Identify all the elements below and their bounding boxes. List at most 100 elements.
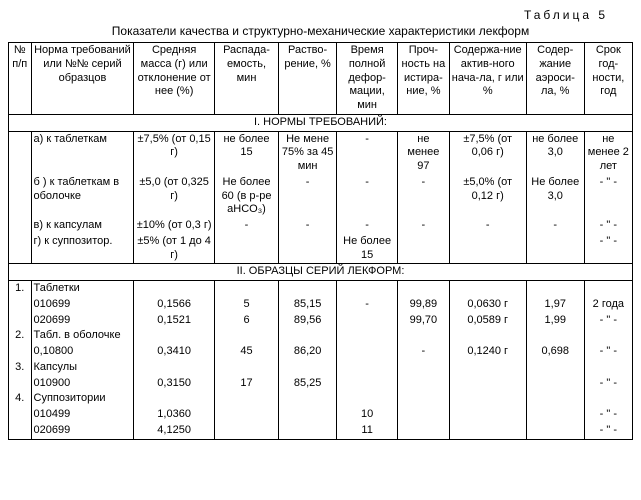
- sample-cell: [584, 328, 632, 344]
- norm-cell: ±7,5% (от 0,15 г): [134, 131, 214, 175]
- sample-cell: [279, 407, 337, 423]
- norm-cell: ±7,5% (от 0,06 г): [449, 131, 526, 175]
- sample-cell: [398, 281, 449, 297]
- sample-label: 0,10800: [31, 344, 134, 360]
- norm-cell: Не более 3,0: [526, 175, 584, 218]
- col-header: Содер-жание аэроси-ла, %: [526, 43, 584, 115]
- norm-cell: - " -: [584, 218, 632, 234]
- sample-cell: 10: [337, 407, 398, 423]
- sample-cell: 85,25: [279, 376, 337, 392]
- col-header: Норма требований или №№ серий образцов: [31, 43, 134, 115]
- quality-table: № п/пНорма требований или №№ серий образ…: [8, 42, 633, 440]
- row-number: [9, 297, 32, 313]
- sample-cell: [584, 281, 632, 297]
- norm-cell: [526, 234, 584, 264]
- norm-cell: ±5% (от 1 до 4 г): [134, 234, 214, 264]
- norm-cell: [449, 234, 526, 264]
- col-header: Содержа-ние актив-ного нача-ла, г или %: [449, 43, 526, 115]
- sample-cell: 4,1250: [134, 423, 214, 439]
- sample-cell: [398, 360, 449, 376]
- sample-cell: [214, 328, 278, 344]
- sample-cell: [526, 407, 584, 423]
- sample-cell: [398, 328, 449, 344]
- sample-cell: -: [398, 344, 449, 360]
- sample-cell: 0,0589 г: [449, 313, 526, 329]
- sample-cell: [398, 423, 449, 439]
- row-number: [9, 313, 32, 329]
- sample-cell: 86,20: [279, 344, 337, 360]
- sample-cell: -: [337, 297, 398, 313]
- sample-cell: [279, 281, 337, 297]
- sample-cell: [449, 360, 526, 376]
- sample-label: 010699: [31, 297, 134, 313]
- norm-cell: [9, 234, 32, 264]
- norm-cell: [279, 234, 337, 264]
- sample-cell: 0,698: [526, 344, 584, 360]
- sample-cell: - " -: [584, 344, 632, 360]
- sample-cell: - " -: [584, 423, 632, 439]
- sample-cell: [526, 281, 584, 297]
- norm-cell: -: [337, 175, 398, 218]
- norm-cell: [9, 131, 32, 175]
- col-header: Срок год-ности, год: [584, 43, 632, 115]
- sample-cell: [279, 423, 337, 439]
- sample-cell: 89,56: [279, 313, 337, 329]
- norm-cell: [9, 175, 32, 218]
- sample-cell: [449, 391, 526, 407]
- sample-cell: [337, 376, 398, 392]
- norm-cell: ±5,0% (от 0,12 г): [449, 175, 526, 218]
- norm-cell: -: [279, 175, 337, 218]
- norm-label: в) к капсулам: [31, 218, 134, 234]
- sample-cell: [584, 391, 632, 407]
- sample-cell: 0,0630 г: [449, 297, 526, 313]
- norm-cell: - " -: [584, 175, 632, 218]
- table-caption: Показатели качества и структурно-механич…: [8, 24, 633, 38]
- sample-cell: [279, 328, 337, 344]
- sample-cell: [449, 423, 526, 439]
- sample-cell: [279, 391, 337, 407]
- sample-label: Табл. в оболочке: [31, 328, 134, 344]
- sample-cell: [214, 423, 278, 439]
- sample-cell: [526, 360, 584, 376]
- sample-cell: [449, 328, 526, 344]
- norm-cell: не менее 2 лет: [584, 131, 632, 175]
- sample-cell: 99,70: [398, 313, 449, 329]
- norm-label: б ) к таблеткам в оболочке: [31, 175, 134, 218]
- sample-label: 020699: [31, 313, 134, 329]
- row-number: [9, 376, 32, 392]
- sample-cell: [526, 423, 584, 439]
- sample-cell: 45: [214, 344, 278, 360]
- sample-cell: 2 года: [584, 297, 632, 313]
- sample-cell: 0,1566: [134, 297, 214, 313]
- sample-label: 010499: [31, 407, 134, 423]
- table-number-label: Таблица 5: [8, 8, 633, 22]
- row-number: 3.: [9, 360, 32, 376]
- norm-cell: -: [398, 175, 449, 218]
- sample-cell: 0,3410: [134, 344, 214, 360]
- norm-cell: -: [279, 218, 337, 234]
- sample-cell: [337, 360, 398, 376]
- sample-cell: [449, 407, 526, 423]
- sample-cell: 11: [337, 423, 398, 439]
- sample-cell: [279, 360, 337, 376]
- col-header: Время полной дефор-мации, мин: [337, 43, 398, 115]
- col-header: № п/п: [9, 43, 32, 115]
- col-header: Проч-ность на истира-ние, %: [398, 43, 449, 115]
- col-header: Раство-рение, %: [279, 43, 337, 115]
- sample-cell: [134, 360, 214, 376]
- norm-cell: не менее 97: [398, 131, 449, 175]
- row-number: 4.: [9, 391, 32, 407]
- row-number: [9, 344, 32, 360]
- sample-cell: [337, 391, 398, 407]
- sample-label: Таблетки: [31, 281, 134, 297]
- sample-label: 020699: [31, 423, 134, 439]
- sample-cell: 0,1521: [134, 313, 214, 329]
- sample-cell: 0,3150: [134, 376, 214, 392]
- section-2-header: II. ОБРАЗЦЫ СЕРИЙ ЛЕКФОРМ:: [9, 264, 633, 281]
- norm-cell: - " -: [584, 234, 632, 264]
- sample-cell: [214, 281, 278, 297]
- sample-cell: [584, 360, 632, 376]
- col-header: Распада-емость, мин: [214, 43, 278, 115]
- norm-cell: [214, 234, 278, 264]
- sample-cell: [526, 328, 584, 344]
